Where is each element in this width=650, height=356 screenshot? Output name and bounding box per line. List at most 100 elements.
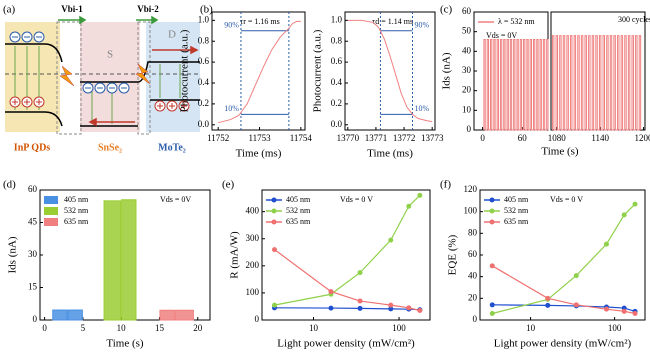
x-axis-label: Light power density (mW/cm²) — [494, 338, 632, 350]
y-tick-label: 0.0 — [198, 119, 210, 129]
x-axis-label: Time (s) — [541, 146, 579, 158]
y-tick-label: 30 — [462, 65, 472, 75]
legend-marker — [489, 197, 495, 203]
source-label: S — [107, 49, 113, 61]
legend-label: 635 nm — [64, 217, 89, 226]
y-tick-label: 45 — [28, 217, 38, 227]
y-tick-label: 0.4 — [198, 77, 210, 87]
data-point — [621, 212, 627, 218]
x-tick-label: 13771 — [365, 133, 388, 143]
legend-label: 635 nm — [286, 217, 311, 226]
panel-label: (d) — [3, 179, 16, 191]
annotation: τr = 1.16 ms — [240, 17, 280, 26]
x-tick-label: 1140 — [591, 133, 609, 143]
data-point — [328, 289, 334, 295]
legend-marker — [271, 208, 277, 214]
legend-swatch — [44, 196, 58, 204]
y-tick-label: 30 — [28, 249, 38, 259]
bar — [174, 309, 194, 321]
bar — [103, 200, 122, 321]
data-point — [357, 298, 363, 304]
y-tick-label: 0 — [255, 314, 260, 324]
data-point — [406, 305, 412, 311]
y-tick-label: 100 — [246, 287, 260, 297]
panel-label: (e) — [222, 179, 235, 191]
junction-1 — [56, 21, 82, 135]
y-tick-label: 0.8 — [331, 35, 343, 45]
y-tick-label: 40 — [462, 45, 472, 55]
x-tick-label: 10 — [309, 323, 319, 333]
data-point — [388, 302, 394, 308]
y-tick-label: 0.2 — [198, 98, 209, 108]
data-point — [603, 241, 609, 247]
data-line — [492, 203, 636, 315]
legend-swatch — [44, 207, 58, 215]
legend-marker — [271, 197, 277, 203]
y-tick-label: 15 — [28, 282, 38, 292]
y-tick-label: 100 — [464, 206, 478, 216]
data-point — [406, 203, 412, 209]
data-line — [218, 20, 301, 124]
y-tick-label: 120 — [464, 184, 478, 194]
x-tick-label: 5 — [81, 323, 86, 333]
y-tick-label: 0.6 — [198, 56, 210, 66]
vbi-label: Vbi-1 — [61, 4, 83, 14]
annotation: τd = 1.14 ms — [372, 17, 413, 26]
holes — [9, 96, 190, 112]
y-tick-label: 20 — [468, 292, 478, 302]
legend-label: 635 nm — [504, 217, 529, 226]
y-tick-label: 300 — [246, 233, 260, 243]
x-tick-label: 20 — [193, 323, 203, 333]
data-point — [417, 192, 423, 198]
annotation: Vds = 0 V — [340, 195, 373, 204]
data-point — [573, 302, 579, 308]
x-axis-label: Time (s) — [106, 338, 144, 350]
x-tick-label: 100 — [392, 323, 406, 333]
y-tick-label: 0 — [467, 124, 472, 134]
bar — [67, 309, 83, 321]
y-tick-label: 80 — [468, 227, 478, 237]
material-label: InP QDs — [14, 142, 51, 153]
data-point — [388, 306, 394, 312]
x-axis-label: Time (ms) — [236, 148, 282, 160]
y-tick-label: 0 — [473, 314, 478, 324]
x-tick-label: 0 — [42, 323, 47, 333]
legend-marker — [489, 219, 495, 225]
x-axis-label: Light power density (mW/cm²) — [277, 338, 415, 350]
legend-label: 405 nm — [504, 195, 529, 204]
x-tick-label: 11752 — [207, 133, 229, 143]
mote2-region — [146, 22, 200, 132]
legend-swatch — [44, 218, 58, 226]
x-tick-label: 13770 — [337, 133, 360, 143]
y-tick-label: 1.0 — [331, 14, 343, 24]
y-axis-label: Photocurrent (a.u.) — [312, 29, 324, 112]
plot-frame — [261, 189, 431, 321]
annotation: 300 cycles — [618, 15, 650, 24]
data-line — [483, 39, 549, 131]
y-tick-label: 0.6 — [331, 56, 343, 66]
data-point — [417, 308, 423, 314]
electrons — [9, 31, 130, 94]
y-tick-label: 1.0 — [198, 14, 210, 24]
data-point — [573, 273, 579, 279]
data-point — [489, 311, 495, 316]
panel-label: (a) — [3, 4, 16, 16]
level-label: 90% — [415, 21, 430, 30]
y-axis-label: EQE (%) — [447, 234, 459, 275]
legend-label: 405 nm — [286, 195, 311, 204]
y-axis-label: R (mA/W) — [229, 231, 241, 279]
level-label: 10% — [224, 104, 239, 113]
data-point — [357, 270, 363, 276]
data-line — [274, 307, 420, 311]
y-axis-label: Ids (nA) — [441, 52, 453, 89]
annotation: Vds = 0V — [160, 195, 191, 204]
x-tick-label: 0 — [480, 133, 485, 143]
data-point — [621, 308, 627, 314]
data-point — [388, 237, 394, 243]
y-tick-label: 40 — [468, 271, 478, 281]
bar — [159, 309, 175, 321]
y-tick-label: 200 — [246, 260, 260, 270]
legend-label: λ = 532 nm — [498, 17, 535, 26]
annotation: Vds = 0V — [486, 31, 517, 40]
